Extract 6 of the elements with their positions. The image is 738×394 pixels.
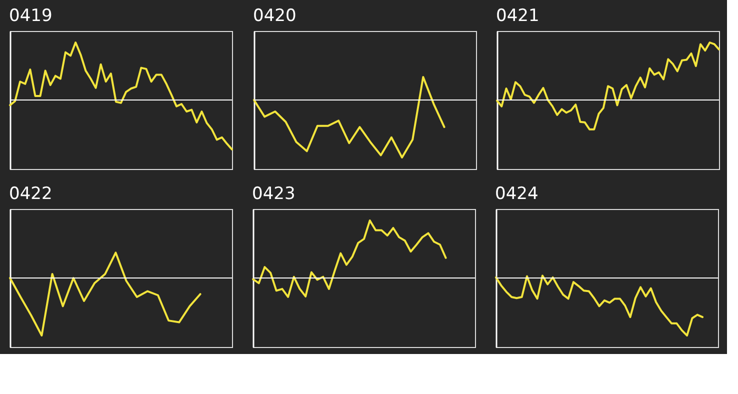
chart-title: 0421 — [496, 6, 540, 26]
chart-title: 0420 — [253, 6, 296, 26]
chart-title: 0423 — [252, 184, 296, 204]
chart-title: 0424 — [495, 184, 538, 204]
chart-title: 0419 — [9, 6, 52, 26]
chart-title: 0422 — [9, 184, 52, 204]
